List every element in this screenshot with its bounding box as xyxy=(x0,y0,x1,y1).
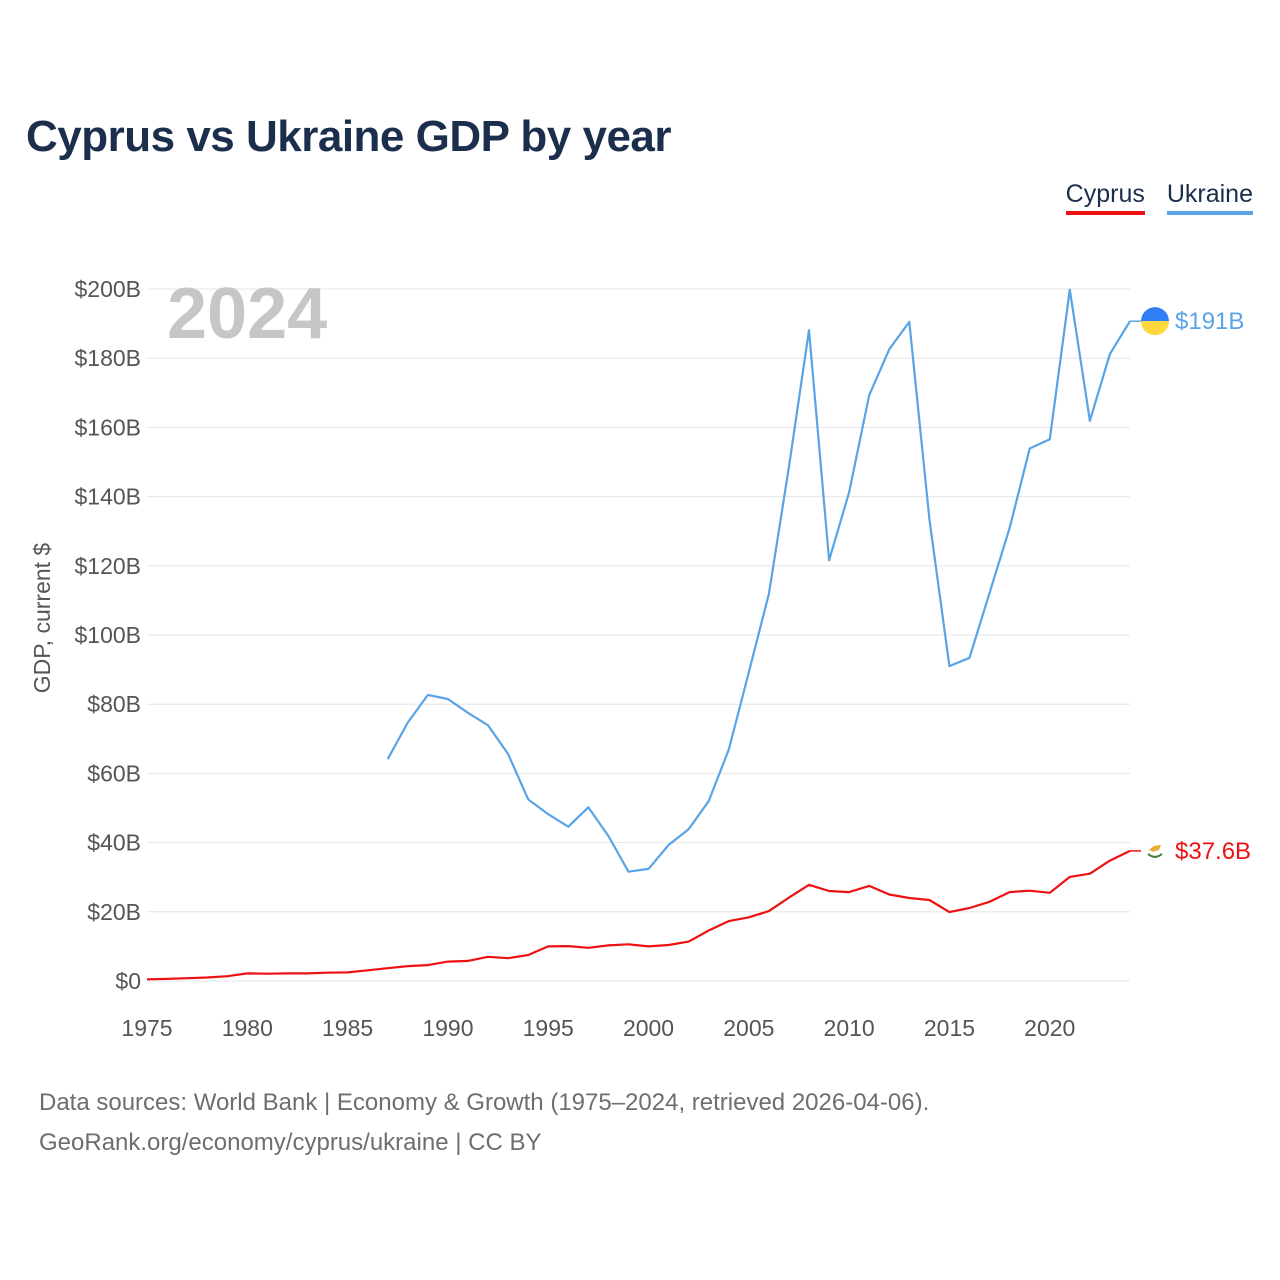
y-tick-label: $200B xyxy=(74,276,141,302)
y-tick-label: $120B xyxy=(74,553,141,579)
end-value-cyprus: $37.6B xyxy=(1175,838,1251,865)
current-year-label: 2024 xyxy=(167,274,327,354)
x-tick-label: 1975 xyxy=(121,1015,172,1041)
ukraine-flag-icon xyxy=(1141,307,1169,336)
x-tick-label: 1995 xyxy=(523,1015,574,1041)
y-tick-label: $40B xyxy=(87,830,141,856)
footer: Data sources: World Bank | Economy & Gro… xyxy=(39,1083,929,1163)
x-tick-label: 2000 xyxy=(623,1015,674,1041)
y-tick-label: $20B xyxy=(87,899,141,925)
y-axis-label: GDP, current $ xyxy=(29,543,55,694)
end-markers: $37.6B $191B xyxy=(1130,307,1251,865)
legend-item-ukraine[interactable]: Ukraine xyxy=(1166,180,1253,215)
attribution-link[interactable]: GeoRank.org/economy/cyprus/ukraine | CC … xyxy=(39,1129,542,1156)
axes: $0 $20B $40B $60B $80B $100B $120B $140B $160B $1… xyxy=(74,276,1075,1041)
x-tick-label: 2005 xyxy=(723,1015,774,1041)
legend-item-cyprus[interactable]: Cyprus xyxy=(1065,180,1145,215)
y-tick-label: $0 xyxy=(115,968,141,994)
end-value-ukraine: $191B xyxy=(1175,308,1244,335)
x-tick-label: 2015 xyxy=(924,1015,975,1041)
series-line-ukraine[interactable] xyxy=(386,288,1131,873)
x-tick-label: 1985 xyxy=(322,1015,373,1041)
cyprus-flag-icon xyxy=(1141,836,1169,865)
y-tick-label: $80B xyxy=(87,691,141,717)
y-tick-label: $160B xyxy=(74,414,141,440)
y-tick-label: $140B xyxy=(74,484,141,510)
legend: Cyprus Ukraine xyxy=(1065,180,1253,215)
chart-title: Cyprus vs Ukraine GDP by year xyxy=(26,112,672,161)
x-tick-label: 1980 xyxy=(222,1015,273,1041)
data-sources-text: Data sources: World Bank | Economy & Gro… xyxy=(39,1089,930,1116)
y-tick-label: $100B xyxy=(74,622,141,648)
x-tick-label: 1990 xyxy=(422,1015,473,1041)
grid-lines xyxy=(147,288,1130,982)
y-tick-label: $60B xyxy=(87,760,141,786)
x-tick-label: 2020 xyxy=(1024,1015,1075,1041)
series-line-cyprus[interactable] xyxy=(146,849,1131,981)
y-tick-label: $180B xyxy=(74,345,141,371)
series xyxy=(146,288,1131,981)
x-tick-label: 2010 xyxy=(824,1015,875,1041)
